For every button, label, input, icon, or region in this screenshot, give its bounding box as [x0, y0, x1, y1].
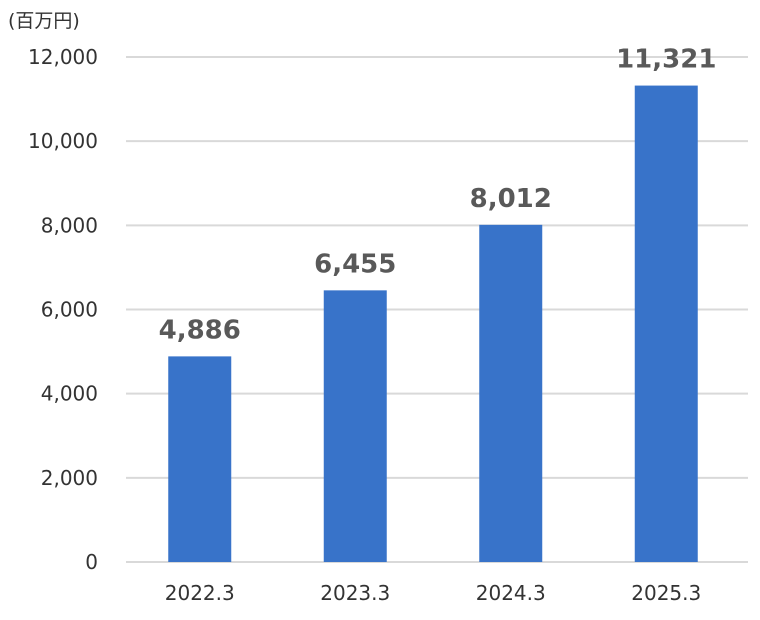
y-tick-label: 12,000 — [28, 45, 98, 69]
y-tick-label: 6,000 — [41, 298, 98, 322]
data-label: 11,321 — [616, 45, 716, 75]
x-tick-label: 2024.3 — [476, 581, 546, 605]
data-label: 4,886 — [159, 315, 241, 345]
x-tick-label: 2025.3 — [631, 581, 701, 605]
y-tick-label: 10,000 — [28, 129, 98, 153]
y-tick-label: 2,000 — [41, 466, 98, 490]
bar-2024.3 — [479, 224, 543, 562]
bar-2025.3 — [634, 85, 698, 562]
y-tick-label: 0 — [85, 550, 98, 574]
y-tick-label: 8,000 — [41, 213, 98, 237]
bar-2023.3 — [323, 290, 387, 562]
x-axis-ticks: 2022.3 2023.3 2024.3 2025.3 — [165, 581, 701, 605]
y-axis-ticks: 0 2,000 4,000 6,000 8,000 10,000 12,000 — [28, 45, 98, 574]
x-tick-label: 2022.3 — [165, 581, 235, 605]
y-axis-unit-label: (百万円) — [8, 10, 80, 32]
y-tick-label: 4,000 — [41, 382, 98, 406]
data-label: 6,455 — [314, 249, 396, 279]
bar-2022.3 — [168, 356, 232, 562]
bars — [168, 85, 698, 562]
data-labels: 4,886 6,455 8,012 11,321 — [159, 45, 717, 346]
x-tick-label: 2023.3 — [320, 581, 390, 605]
data-label: 8,012 — [470, 184, 552, 214]
